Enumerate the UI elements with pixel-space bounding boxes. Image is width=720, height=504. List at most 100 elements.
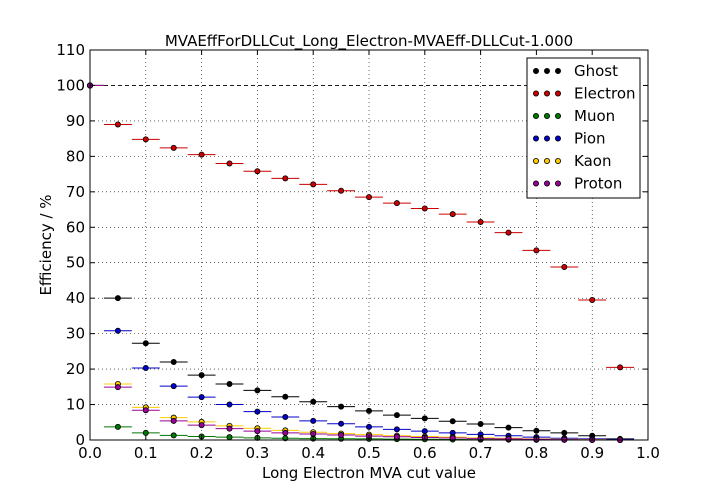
data-point (338, 403, 345, 410)
data-point (282, 429, 289, 436)
data-point (393, 426, 400, 433)
series-electron (87, 82, 635, 371)
data-point (310, 181, 317, 188)
legend-marker (533, 113, 540, 120)
legend-label: Proton (574, 175, 622, 193)
data-point (561, 429, 568, 436)
data-point (282, 393, 289, 400)
legend-marker (533, 180, 540, 187)
legend-entry-proton: Proton (533, 175, 622, 193)
x-axis-label: Long Electron MVA cut value (262, 464, 476, 482)
data-point (142, 365, 149, 372)
data-point (561, 263, 568, 270)
data-point (393, 433, 400, 440)
data-point (310, 398, 317, 405)
legend-entry-pion: Pion (533, 130, 606, 148)
data-point (114, 121, 121, 128)
legend-marker (555, 135, 562, 142)
y-axis-label: Efficiency / % (37, 194, 55, 295)
data-point (338, 187, 345, 194)
data-point (533, 427, 540, 434)
y-tick-label: 40 (66, 289, 85, 307)
data-point (142, 429, 149, 436)
data-point (365, 194, 372, 201)
data-point (170, 432, 177, 439)
data-point (449, 435, 456, 442)
legend-label: Pion (574, 130, 606, 148)
data-point (114, 384, 121, 391)
x-tick-label: 0.2 (190, 444, 214, 462)
data-point (421, 205, 428, 212)
data-point (393, 412, 400, 419)
data-point (421, 428, 428, 435)
legend-marker (544, 157, 551, 164)
y-tick-label: 20 (66, 360, 85, 378)
legend-label: Kaon (574, 152, 611, 170)
legend: Ghost Electron Muon Pion Kaon Proton (526, 57, 641, 199)
y-tick-label: 60 (66, 218, 85, 236)
y-tick-label: 10 (66, 396, 85, 414)
data-point (338, 420, 345, 427)
y-tick-label: 50 (66, 254, 85, 272)
legend-box (526, 57, 641, 199)
y-tick-label: 100 (56, 76, 85, 94)
x-tick-label: 0.6 (413, 444, 437, 462)
data-point (365, 423, 372, 430)
data-point (449, 418, 456, 425)
chart-title: MVAEffForDLLCut_Long_Electron-MVAEff-DLL… (165, 32, 573, 51)
data-point (142, 136, 149, 143)
legend-marker (555, 90, 562, 97)
data-point (505, 424, 512, 431)
legend-marker (555, 180, 562, 187)
data-point (226, 425, 233, 432)
legend-marker (533, 135, 540, 142)
legend-marker (544, 180, 551, 187)
y-tick-label: 80 (66, 147, 85, 165)
data-point (393, 200, 400, 207)
data-point (170, 383, 177, 390)
x-tick-label: 0.0 (78, 444, 102, 462)
y-tick-label: 30 (66, 325, 85, 343)
x-tick-label: 0.4 (301, 444, 325, 462)
legend-marker (555, 113, 562, 120)
data-point (198, 372, 205, 379)
y-tick-label: 110 (56, 41, 85, 59)
legend-marker (533, 157, 540, 164)
data-point (477, 421, 484, 428)
data-point (365, 407, 372, 414)
legend-marker (544, 90, 551, 97)
legend-entry-electron: Electron (533, 85, 636, 103)
data-point (505, 435, 512, 442)
data-point (505, 229, 512, 236)
legend-label: Ghost (574, 62, 618, 80)
x-tick-label: 0.9 (580, 444, 604, 462)
data-point (226, 401, 233, 408)
data-point (589, 296, 596, 303)
data-point (477, 218, 484, 225)
legend-label: Electron (574, 85, 636, 103)
data-point (114, 295, 121, 302)
data-point (533, 247, 540, 254)
data-point (254, 428, 261, 435)
data-point (114, 327, 121, 334)
data-point (198, 422, 205, 429)
legend-marker (555, 68, 562, 75)
data-point (170, 144, 177, 151)
legend-marker (533, 90, 540, 97)
data-point (170, 358, 177, 365)
x-tick-label: 0.7 (469, 444, 493, 462)
data-point (142, 340, 149, 347)
x-tick-label: 0.5 (357, 444, 381, 462)
data-point (226, 160, 233, 167)
data-point (198, 151, 205, 158)
data-point (282, 413, 289, 420)
data-point (421, 415, 428, 422)
data-point (226, 380, 233, 387)
data-point (198, 394, 205, 401)
legend-marker (544, 135, 551, 142)
legend-entry-ghost: Ghost (533, 62, 618, 80)
legend-label: Muon (574, 107, 615, 125)
data-point (617, 364, 624, 371)
data-point (310, 417, 317, 424)
